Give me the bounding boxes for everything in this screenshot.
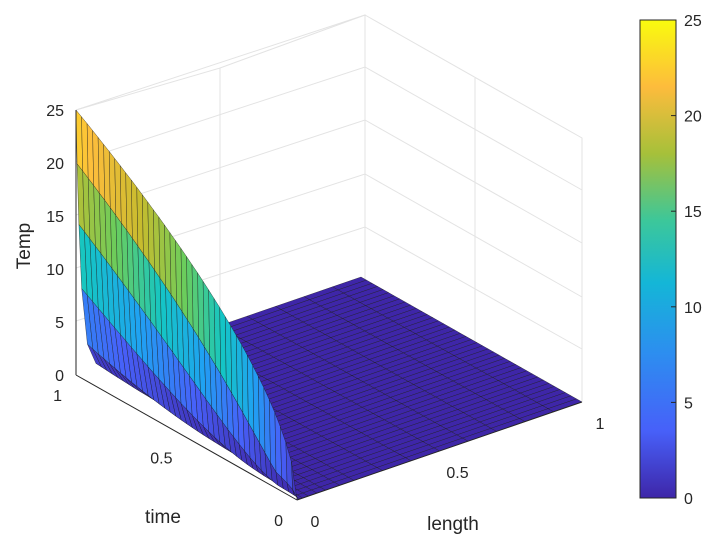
axes — [75, 110, 583, 501]
z-tick-label: 0 — [55, 368, 64, 385]
colorbar-tick-label: 5 — [684, 395, 693, 412]
colorbar-tick-label: 15 — [684, 204, 702, 221]
surface — [75, 109, 583, 501]
colorbar-tick-label: 20 — [684, 109, 702, 126]
y-axis-label: time — [145, 507, 181, 528]
x-tick-label: 0.5 — [446, 465, 468, 482]
x-tick-label: 0 — [311, 514, 320, 531]
z-tick-label: 20 — [46, 156, 64, 173]
x-ticks: 00.51 — [311, 416, 605, 531]
z-axis-label: Temp — [14, 223, 35, 269]
grid — [75, 14, 583, 403]
y-tick-label: 1 — [53, 388, 62, 405]
z-ticks: 0 5 10 15 20 25 — [46, 103, 64, 385]
colorbar-tick-label: 25 — [684, 13, 702, 30]
colorbar-tick-label: 10 — [684, 300, 702, 317]
x-tick-label: 1 — [596, 416, 605, 433]
x-axis-label: length — [427, 514, 479, 535]
z-tick-label: 5 — [55, 315, 64, 332]
colorbar: 0 5 10 15 20 25 — [639, 13, 702, 508]
y-ticks: 00.51 — [53, 388, 283, 530]
z-tick-label: 10 — [46, 262, 64, 279]
y-tick-label: 0.5 — [150, 451, 172, 468]
colorbar-tick-label: 0 — [684, 491, 693, 508]
y-tick-label: 0 — [274, 513, 283, 530]
colorbar-ticks: 0 5 10 15 20 25 — [671, 13, 702, 508]
z-tick-label: 25 — [46, 103, 64, 120]
z-tick-label: 15 — [46, 209, 64, 226]
colorbar-gradient — [639, 19, 677, 499]
